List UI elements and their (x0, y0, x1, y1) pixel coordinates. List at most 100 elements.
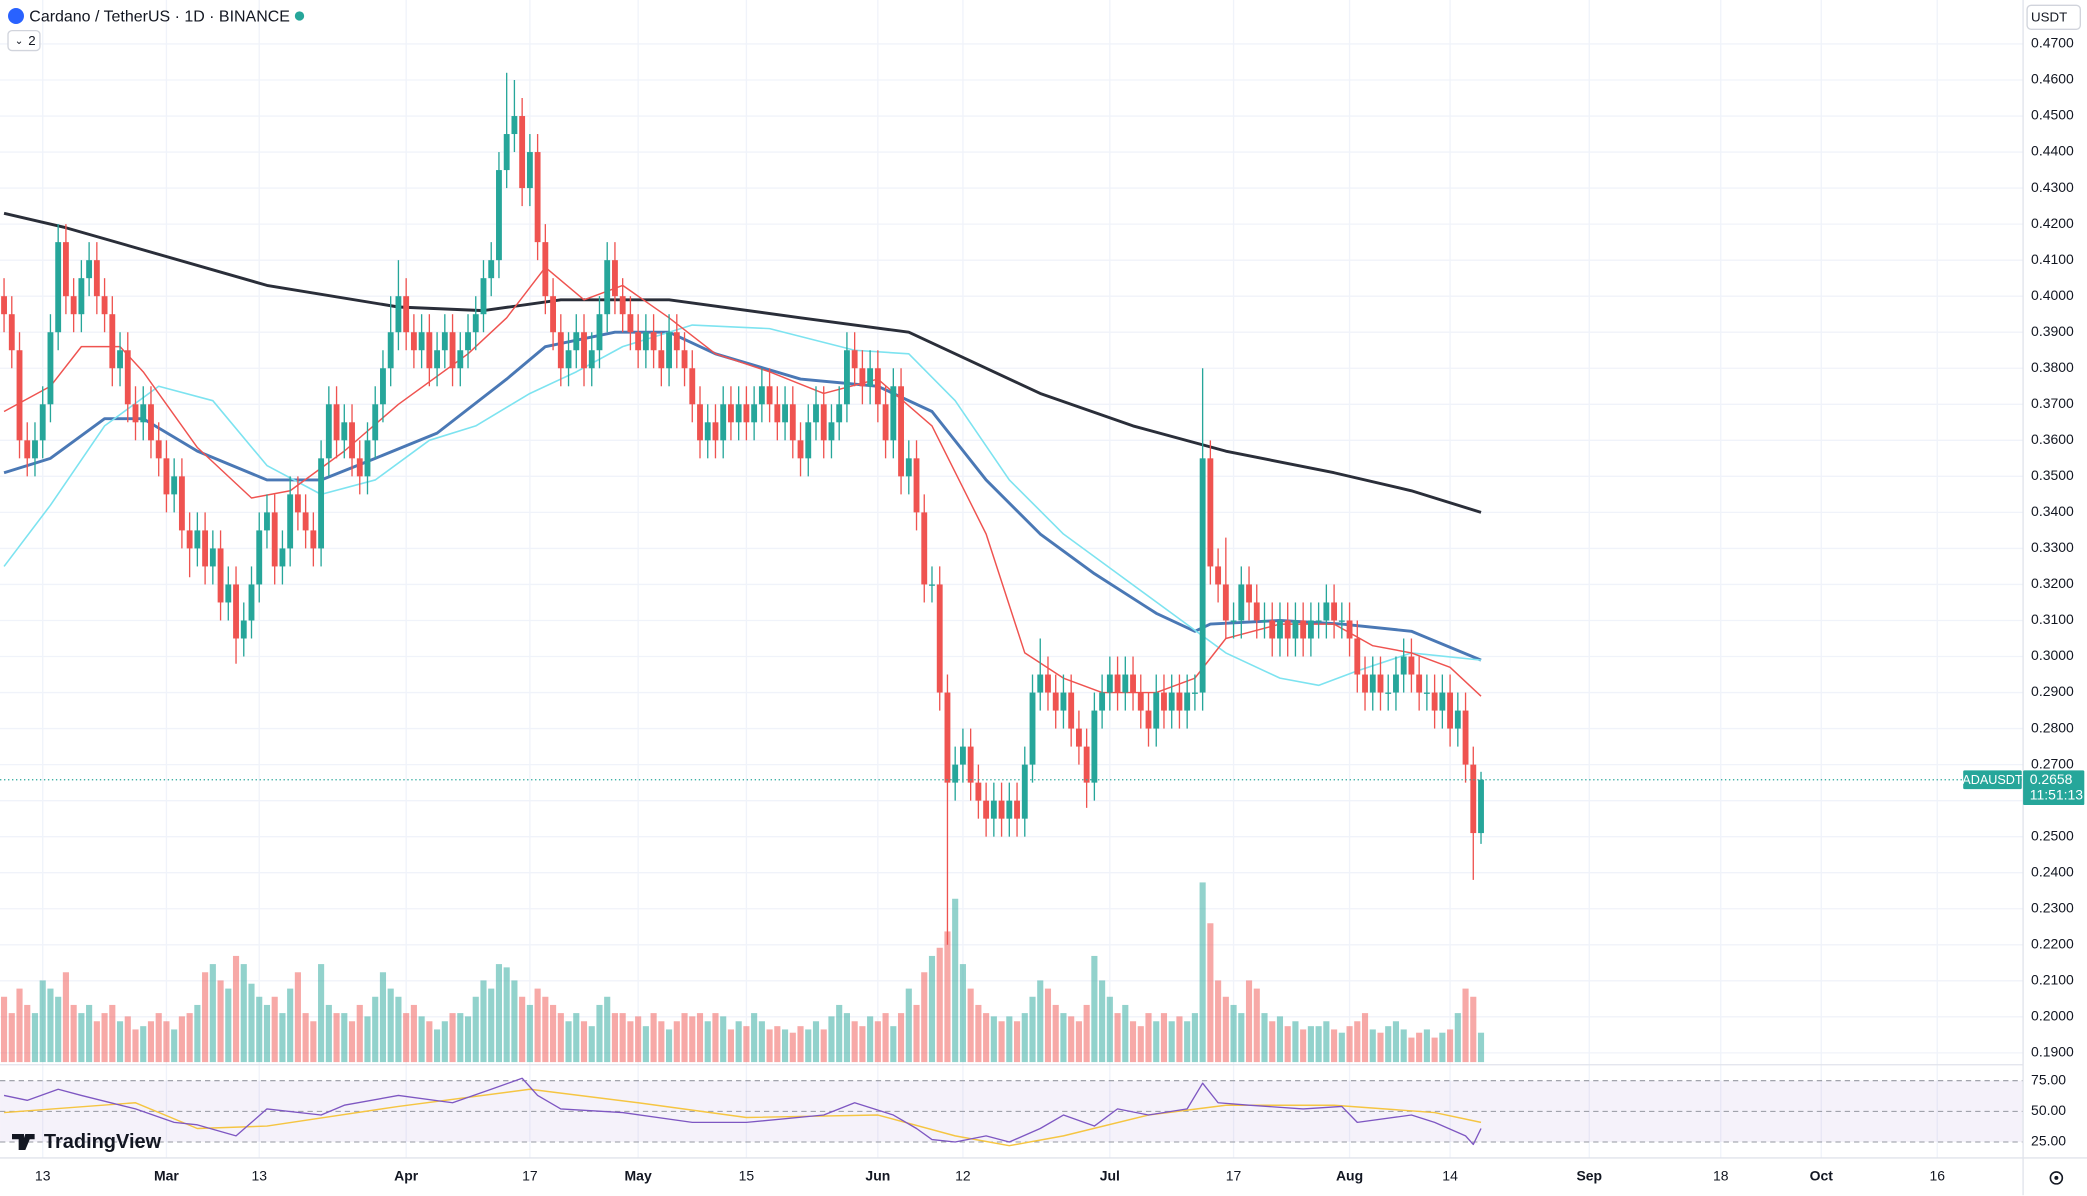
volume-bar (859, 1026, 866, 1063)
candle-body (1462, 710, 1469, 765)
rsi-tick-label: 75.00 (2031, 1071, 2066, 1087)
y-tick-label: 0.2100 (2031, 971, 2074, 987)
candle-body (1253, 602, 1260, 621)
volume-bar (364, 1016, 371, 1063)
volume-bar (720, 1016, 727, 1063)
volume-bar (1416, 1032, 1423, 1063)
volume-bar (480, 980, 487, 1063)
candle-body (1261, 620, 1268, 622)
candle-body (1277, 620, 1283, 639)
volume-bar (828, 1016, 835, 1063)
brand: TradingView (44, 1131, 162, 1153)
y-tick-label: 0.3400 (2031, 503, 2074, 519)
candles (1, 72, 1484, 945)
candle-body (697, 404, 703, 441)
candle-body (557, 332, 564, 369)
candle-body (117, 350, 123, 369)
volume-bar (232, 955, 240, 1063)
volume-bar (534, 988, 541, 1063)
candle-body (627, 314, 634, 333)
volume-bar (171, 1029, 178, 1063)
settings-icon[interactable] (2049, 1171, 2064, 1185)
candle-body (1029, 692, 1036, 765)
volume-bar (565, 1021, 572, 1063)
volume-bar (178, 1016, 185, 1063)
volume-bar (580, 1021, 588, 1063)
currency-button[interactable] (2026, 4, 2081, 30)
volume-bar (975, 1004, 982, 1063)
volume-bar (666, 1029, 673, 1063)
candle-body (496, 170, 502, 261)
x-tick-label: Sep (1576, 1167, 1602, 1183)
x-tick-label: Aug (1336, 1167, 1363, 1183)
volume-bar (588, 1026, 595, 1063)
candle-body (1307, 620, 1314, 639)
price-tag (2023, 770, 2085, 806)
y-tick-label: 0.4600 (2031, 71, 2074, 87)
volume-bar (1068, 1016, 1075, 1063)
y-tick-label: 0.1900 (2031, 1044, 2074, 1060)
volume-bar (1284, 1026, 1291, 1063)
volume-bar (240, 964, 247, 1063)
candle-body (758, 386, 765, 405)
candle-body (457, 350, 464, 369)
candle-body (372, 404, 379, 441)
volume-bar (619, 1013, 626, 1063)
volume-bar (194, 1004, 201, 1063)
rsi-line (3, 1077, 1482, 1146)
volume-bar (93, 1021, 100, 1063)
candle-body (1447, 692, 1454, 729)
candle-body (318, 458, 325, 549)
candle-body (929, 584, 935, 586)
volume-bar (356, 1004, 363, 1063)
moving-average-line (3, 266, 1482, 697)
rsi-tick-label: 25.00 (2031, 1133, 2066, 1149)
volume-bar (1269, 1021, 1276, 1063)
x-tick-label: 17 (1226, 1167, 1242, 1183)
candle-body (1014, 800, 1020, 819)
volume-bar (47, 988, 54, 1063)
candle-body (573, 332, 580, 351)
indicator-toggle[interactable] (7, 29, 41, 52)
volume-bar (1338, 1032, 1345, 1063)
volume-bar (1447, 1029, 1454, 1063)
candle-body (217, 548, 224, 603)
candle-body (596, 314, 603, 351)
candle-body (511, 116, 518, 135)
volume-bar (8, 1013, 15, 1063)
volume-bar (372, 996, 379, 1063)
volume-bar (1346, 1026, 1353, 1063)
candle-body (952, 764, 959, 783)
volume-bar (1462, 988, 1469, 1063)
volume-bar (550, 1004, 557, 1063)
volume-bar (782, 1029, 789, 1063)
x-tick-label: 16 (1929, 1167, 1945, 1183)
volume-bar (658, 1021, 665, 1063)
volume-bar (225, 988, 232, 1063)
volume-bar (101, 1013, 108, 1063)
volume-bar (333, 1013, 340, 1063)
candle-body (612, 260, 618, 297)
volume-bar (140, 1026, 147, 1063)
volume-bar (472, 996, 479, 1063)
volume-bar (696, 1013, 704, 1063)
candle-body (642, 332, 649, 351)
candle-body (1153, 692, 1160, 729)
candle-body (488, 260, 495, 279)
settings-icon-core (2054, 1175, 2059, 1180)
volume-bar (1160, 1013, 1168, 1063)
candle-body (836, 404, 843, 423)
candle-body (820, 404, 827, 441)
status-dot (294, 11, 305, 21)
symbol-title: Cardano / TetherUS · 1D · BINANCE (29, 9, 290, 26)
candle-body (1284, 620, 1291, 639)
candle-body (983, 800, 990, 819)
volume-bar (1377, 1032, 1384, 1063)
volume-bar (132, 1029, 139, 1063)
volume-bar (1361, 1013, 1369, 1063)
candle-body (1145, 710, 1152, 729)
candle-body (364, 440, 371, 477)
volume-bar (1145, 1013, 1152, 1063)
candle-body (874, 368, 881, 405)
candle-body (766, 386, 773, 405)
